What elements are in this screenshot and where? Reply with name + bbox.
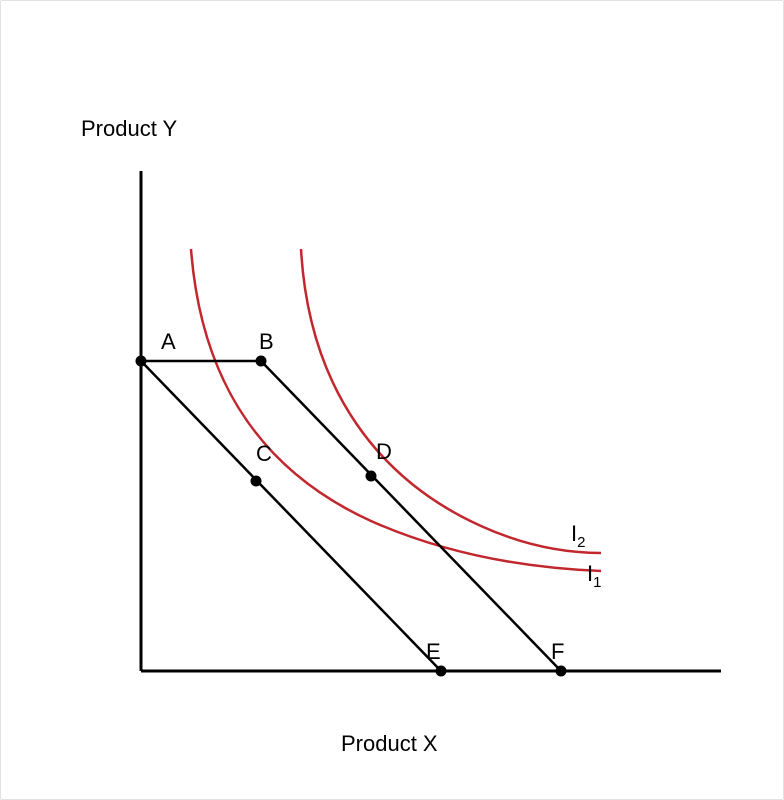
point-e [436, 666, 447, 677]
diagram-svg: Product Y Product X A B C D E F I2 I1 [31, 31, 755, 771]
budget-line-ae [141, 361, 441, 671]
label-i2: I2 [571, 521, 585, 551]
point-f [556, 666, 567, 677]
label-b: B [259, 329, 274, 354]
budget-line-bf [261, 361, 561, 671]
point-d [366, 471, 377, 482]
diagram-frame: Product Y Product X A B C D E F I2 I1 [0, 0, 784, 800]
label-a: A [161, 329, 176, 354]
label-c: C [256, 441, 272, 466]
label-f: F [551, 639, 564, 664]
point-a [136, 356, 147, 367]
point-c [251, 476, 262, 487]
y-axis-label: Product Y [81, 116, 178, 141]
label-i1: I1 [587, 561, 601, 591]
label-d: D [376, 439, 392, 464]
x-axis-label: Product X [341, 731, 438, 756]
point-b [256, 356, 267, 367]
label-e: E [426, 639, 441, 664]
indifference-curve-i1 [191, 249, 601, 571]
